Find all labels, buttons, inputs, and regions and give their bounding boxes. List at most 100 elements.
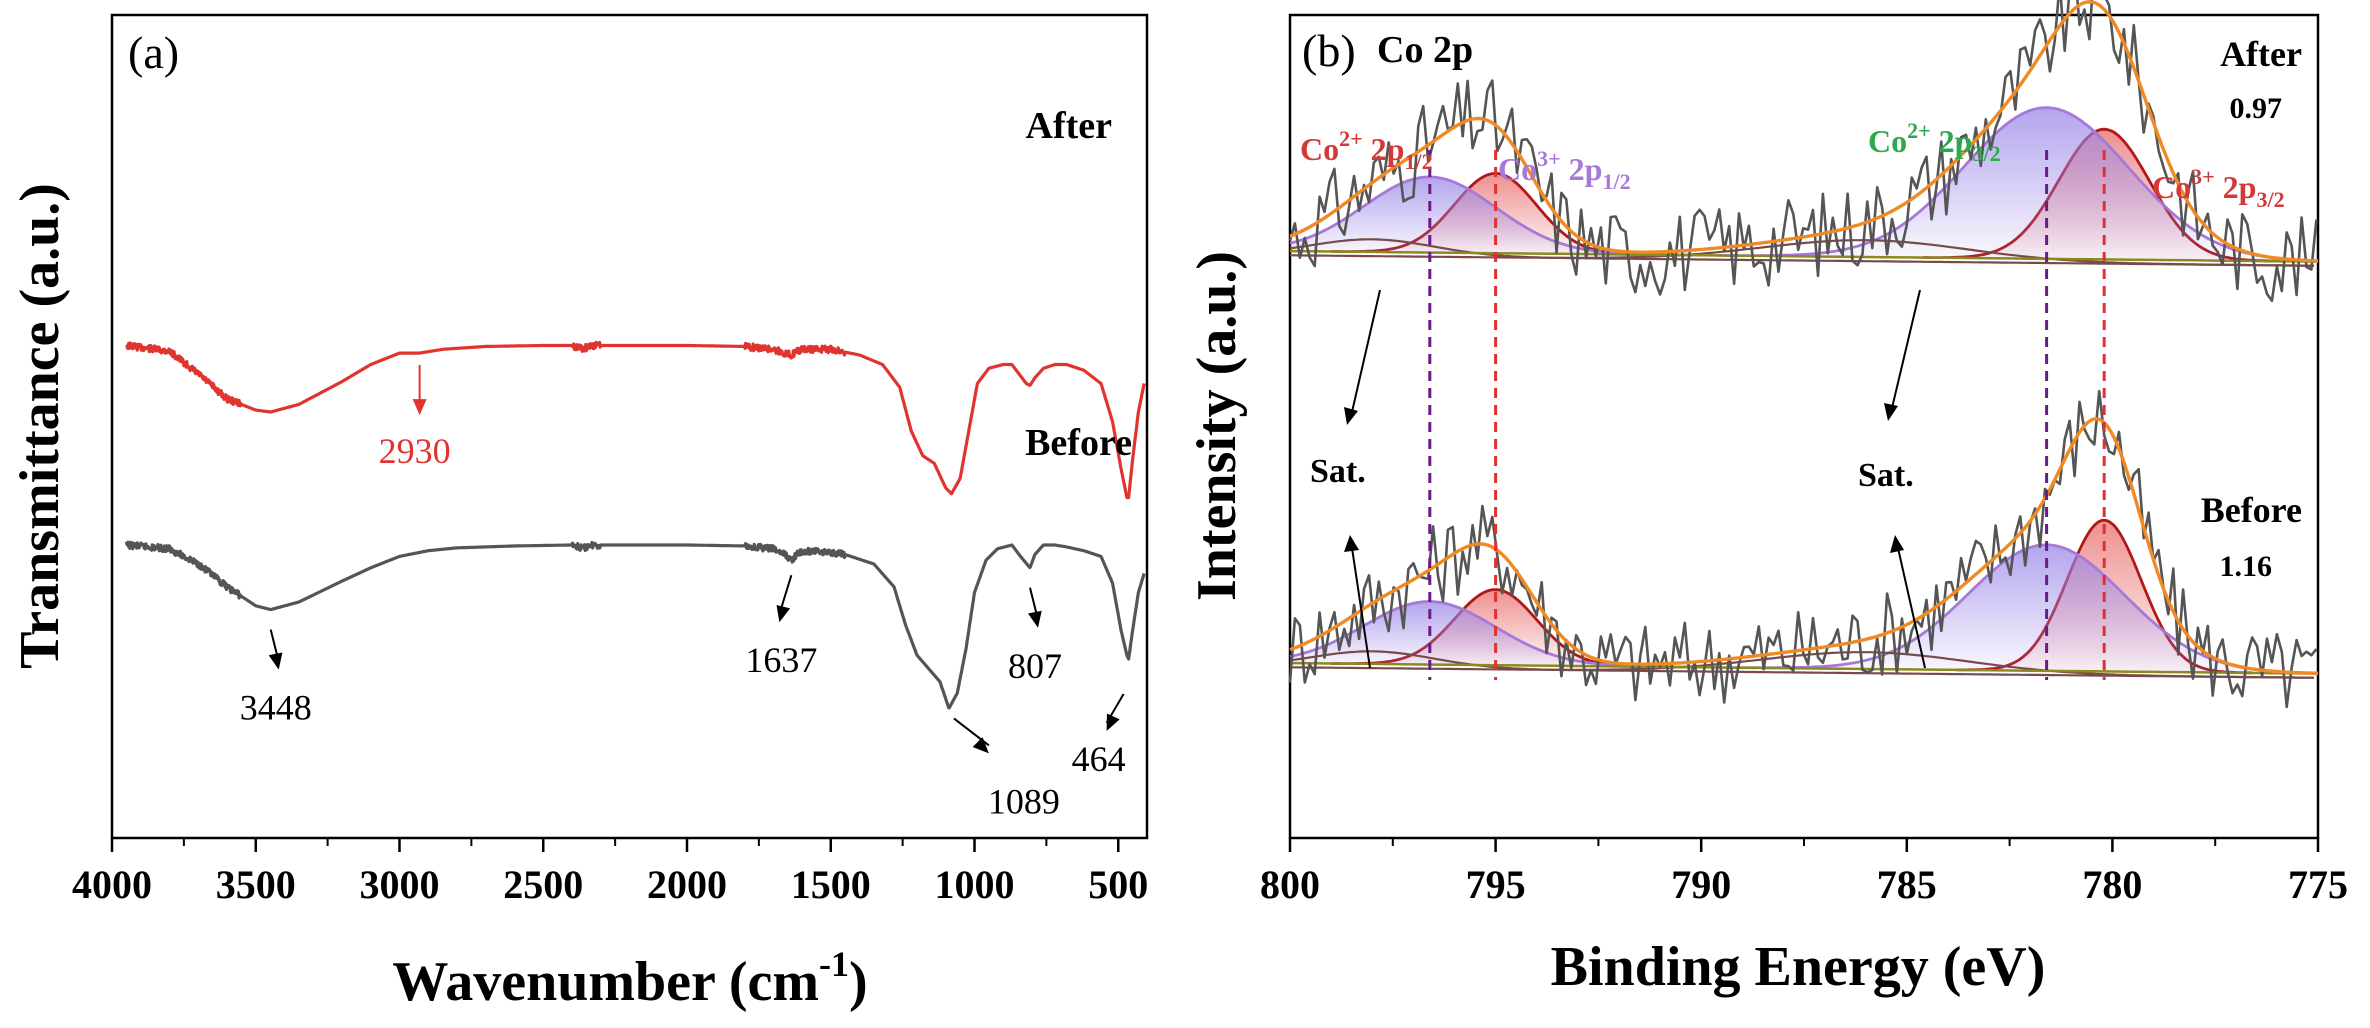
label-co3-2p12-mid: 2p [1561,151,1603,187]
label-co2-2p32-sub: 3/2 [1972,141,2000,166]
ftir-x-axis-label-end: ) [849,951,868,1013]
xps-series-after-label: After [2220,34,2302,74]
ftir-annotation-arrowhead [972,737,989,754]
xps-x-tick-label: 790 [1671,862,1731,907]
ftir-x-tick-label: 3000 [360,862,440,907]
sat-label-left: Sat. [1310,453,1366,490]
xps-plot-frame [1288,13,2320,840]
ftir-annotation-label: 3448 [240,688,312,728]
ftir-x-tick-label: 500 [1088,862,1148,907]
sat-arrow-upper-left [1351,289,1381,413]
ftir-x-axis-label: Wavenumber (cm-1) [392,944,867,1013]
sat-arrow-lower-right [1897,547,1926,669]
xps-x-tick-label: 775 [2288,862,2348,907]
label-co2-2p12-sub: 1/2 [1404,149,1432,174]
xps-panel-title: Co 2p [1377,29,1473,71]
ftir-annotation-label: 1637 [745,640,817,680]
xps-y-axis-label: Intensity (a.u.) [1186,251,1248,601]
ftir-annotation-1089: 1089 [953,717,1060,821]
xps-envelope-line [1289,0,2318,263]
ftir-annotations: 2930 3448 1637 1089 807 464 [240,365,1126,821]
label-co3-2p32-sub: 3/2 [2256,187,2284,212]
ftir-series-after-line [125,340,1146,500]
ftir-x-ticks: 4000 3500 3000 2500 2000 1500 1000 500 [72,838,1148,907]
xps-background-line [1289,661,2319,675]
sat-label-right: Sat. [1858,457,1914,494]
xps-x-tick-label: 800 [1260,862,1320,907]
ftir-series-before-label: Before [1025,422,1132,464]
ftir-curves [124,340,1146,710]
ftir-annotation-label: 807 [1008,646,1062,686]
ftir-annotation-arrowhead [412,399,427,416]
xps-component-line [1717,106,2318,263]
ftir-x-tick-label: 1000 [935,862,1015,907]
xps-series-before-label: Before [2201,490,2302,530]
ftir-panel: 4000 3500 3000 2500 2000 1500 1000 500 2930 3448… [9,13,1149,1013]
xps-x-axis-label: Binding Energy (eV) [1551,936,2046,998]
label-co2-2p12-mid: 2p [1363,131,1405,167]
ftir-x-tick-label: 4000 [72,862,152,907]
label-co2-2p32: Co2+ 2p3/2 [1868,118,2001,166]
ftir-x-tick-label: 3500 [216,862,296,907]
xps-x-tick-label: 785 [1877,862,1937,907]
xps-x-tick-label: 795 [1466,862,1526,907]
xps-x-tick-label: 780 [2082,862,2142,907]
sat-arrow-upper-right [1891,289,1921,409]
sat-arrowhead-lower-right [1890,535,1904,553]
ftir-annotation-arrowhead [268,652,283,670]
label-co3-2p12-sup: 3+ [1537,146,1561,171]
xps-satellite-line [1289,238,2314,267]
sat-arrowhead-upper-right [1884,403,1898,421]
xps-component-fill [1717,107,2318,262]
ftir-x-tick-label: 1500 [791,862,871,907]
ftir-annotation-label: 2930 [379,431,451,471]
sat-arrowhead-lower-left [1344,535,1359,552]
xps-series-before [1288,389,2319,709]
xps-panel: 800 795 790 785 780 775 (b) Co 2p After 0.97 … [1186,0,2348,998]
xps-series-before-ratio: 1.16 [2220,550,2273,583]
ftir-annotation-2930: 2930 [379,365,451,471]
ftir-series-before-line [124,540,1146,710]
label-co2-2p12-sup: 2+ [1339,126,1363,151]
ftir-panel-label: (a) [128,27,179,78]
ftir-x-tick-label: 2000 [647,862,727,907]
xps-component-fill [1734,544,2318,674]
label-co2-2p12: Co2+ 2p1/2 [1300,126,1433,174]
xps-x-ticks: 800 795 790 785 780 775 [1260,838,2348,907]
ftir-annotation-arrowhead [1027,610,1042,628]
label-co2-2p32-sup: 2+ [1907,118,1931,143]
ftir-annotation-807: 807 [1008,587,1062,686]
xps-envelope-line [1289,417,2319,675]
label-co2-2p32-main: Co [1868,123,1907,159]
label-co3-2p32: Co3+ 2p3/2 [2152,164,2285,212]
xps-curves [1288,0,2319,709]
xps-series-after [1288,0,2319,303]
label-co3-2p32-sup: 3+ [2191,164,2215,189]
ftir-annotation-label: 1089 [988,781,1060,821]
ftir-series-after-label: After [1026,105,1113,147]
ftir-x-axis-label-main: Wavenumber (cm [392,951,819,1013]
label-co2-2p12-main: Co [1300,131,1339,167]
ftir-y-axis-label: Transmittance (a.u.) [9,183,71,669]
xps-component-fill [1290,176,1693,256]
xps-satellite-line [1289,650,2314,679]
sat-arrow-lower-left [1351,547,1371,669]
ftir-x-axis-label-sup: -1 [819,944,849,984]
ftir-annotation-arrowhead [1106,713,1120,731]
ftir-annotation-1637: 1637 [745,574,817,680]
xps-background-line [1289,249,2319,263]
ftir-annotation-label: 464 [1072,739,1126,779]
sat-arrowhead-upper-left [1344,407,1358,425]
xps-raw-data-line [1288,0,2318,303]
label-co3-2p32-main: Co [2152,169,2191,205]
ftir-x-tick-label: 2500 [503,862,583,907]
ftir-annotation-3448: 3448 [240,629,312,728]
label-co2-2p32-mid: 2p [1931,123,1973,159]
ftir-plot-frame [110,13,1149,840]
label-co3-2p12-sub: 1/2 [1602,169,1630,194]
ftir-annotation-464: 464 [1072,693,1126,779]
label-co3-2p32-mid: 2p [2215,169,2257,205]
label-co3-2p12-main: Co [1498,151,1537,187]
xps-panel-label: (b) [1302,25,1356,76]
